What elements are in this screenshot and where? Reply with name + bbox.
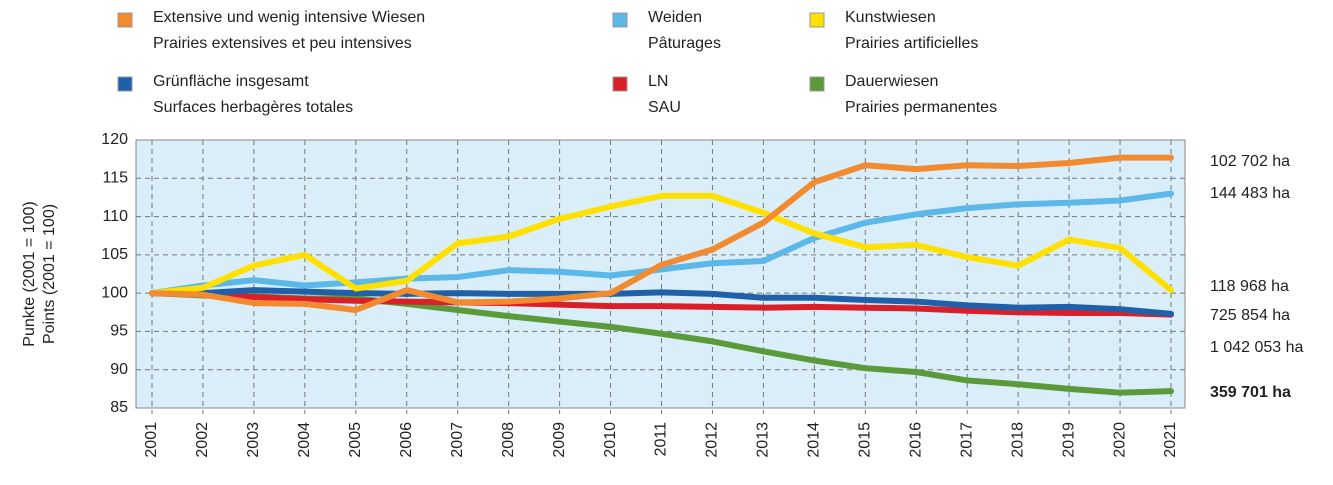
legend-label: LN bbox=[648, 73, 668, 90]
x-tick: 2017 bbox=[958, 422, 975, 458]
x-tick: 2019 bbox=[1060, 422, 1077, 458]
legend-label: Prairies extensives et peu intensives bbox=[153, 35, 412, 52]
x-tick-label: 2021 bbox=[1162, 422, 1179, 458]
x-tick-label: 2019 bbox=[1060, 422, 1077, 458]
legend-label: Prairies permanentes bbox=[845, 99, 997, 116]
x-tick-label: 2001 bbox=[143, 422, 160, 458]
y-axis-label: Points (2001 = 100) bbox=[41, 204, 58, 344]
x-tick: 2003 bbox=[245, 422, 262, 458]
series-line bbox=[149, 290, 1174, 318]
legend-label: Extensive und wenig intensive Wiesen bbox=[153, 9, 425, 26]
x-tick-label: 2020 bbox=[1111, 422, 1128, 458]
y-tick-label: 105 bbox=[101, 246, 128, 263]
x-tick: 2007 bbox=[449, 422, 466, 458]
series-line bbox=[149, 190, 1174, 297]
end-label: 118 968 ha bbox=[1210, 278, 1289, 295]
x-tick: 2006 bbox=[398, 422, 415, 458]
x-tick-label: 2002 bbox=[194, 422, 211, 458]
x-tick: 2011 bbox=[653, 422, 670, 457]
end-label: 1 042 053 ha bbox=[1210, 339, 1304, 356]
y-tick-label: 95 bbox=[110, 323, 128, 340]
legend-label: SAU bbox=[648, 99, 681, 116]
x-tick: 2021 bbox=[1162, 422, 1179, 458]
x-tick: 2002 bbox=[194, 422, 211, 458]
end-label: 102 702 ha bbox=[1210, 153, 1290, 170]
x-tick: 2015 bbox=[857, 422, 874, 458]
legend-label: Surfaces herbagères totales bbox=[153, 99, 353, 116]
series-line bbox=[149, 287, 1174, 317]
x-tick: 2016 bbox=[907, 422, 924, 458]
y-tick-label: 110 bbox=[102, 208, 128, 225]
x-tick: 2020 bbox=[1111, 422, 1128, 458]
legend-label: Grünfläche insgesamt bbox=[153, 73, 309, 90]
x-tick: 2013 bbox=[755, 422, 772, 458]
x-tick-label: 2006 bbox=[398, 422, 415, 458]
legend-label: Pâturages bbox=[648, 35, 721, 52]
end-label: 144 483 ha bbox=[1210, 185, 1290, 202]
x-tick: 2012 bbox=[704, 422, 721, 458]
legend-swatch bbox=[117, 76, 133, 92]
legend-label: Kunstwiesen bbox=[845, 9, 936, 26]
x-tick-label: 2011 bbox=[653, 422, 670, 457]
y-tick-label: 120 bbox=[101, 131, 128, 148]
legend-swatch bbox=[809, 76, 825, 92]
legend-swatch bbox=[117, 12, 133, 28]
x-tick-label: 2008 bbox=[500, 422, 517, 458]
x-tick-label: 2003 bbox=[245, 422, 262, 458]
x-tick-label: 2007 bbox=[449, 422, 466, 458]
y-axis-label: Punkte (2001 = 100) bbox=[21, 201, 38, 346]
y-tick-label: 100 bbox=[101, 284, 128, 301]
x-tick-label: 2009 bbox=[551, 422, 568, 458]
end-label: 725 854 ha bbox=[1210, 307, 1290, 324]
x-tick-label: 2004 bbox=[296, 422, 313, 458]
legend-swatch bbox=[612, 76, 628, 92]
y-tick-label: 115 bbox=[102, 170, 128, 187]
legend-swatch bbox=[612, 12, 628, 28]
x-tick: 2004 bbox=[296, 422, 313, 458]
end-label: 359 701 ha bbox=[1210, 384, 1291, 401]
series-line bbox=[149, 154, 1174, 313]
x-tick-label: 2016 bbox=[907, 422, 924, 458]
y-tick-label: 85 bbox=[110, 399, 128, 416]
y-tick-label: 90 bbox=[110, 361, 128, 378]
x-tick-label: 2012 bbox=[704, 422, 721, 458]
x-tick-label: 2015 bbox=[857, 422, 874, 458]
x-tick-label: 2005 bbox=[347, 422, 364, 458]
x-tick: 2001 bbox=[143, 422, 160, 458]
x-tick-label: 2018 bbox=[1009, 422, 1026, 458]
legend-label: Dauerwiesen bbox=[845, 73, 938, 90]
x-tick: 2009 bbox=[551, 422, 568, 458]
legend-label: Weiden bbox=[648, 9, 702, 26]
x-tick-label: 2010 bbox=[602, 422, 619, 458]
x-tick-label: 2017 bbox=[958, 422, 975, 458]
x-tick: 2005 bbox=[347, 422, 364, 458]
legend-swatch bbox=[809, 12, 825, 28]
plot-border bbox=[135, 139, 1186, 409]
x-tick-label: 2014 bbox=[806, 422, 823, 458]
legend-label: Prairies artificielles bbox=[845, 35, 978, 52]
x-tick: 2014 bbox=[806, 422, 823, 458]
x-tick: 2008 bbox=[500, 422, 517, 458]
x-tick: 2018 bbox=[1009, 422, 1026, 458]
x-tick-label: 2013 bbox=[755, 422, 772, 458]
plot-background bbox=[136, 140, 1185, 408]
x-tick: 2010 bbox=[602, 422, 619, 458]
series-line bbox=[149, 192, 1174, 297]
